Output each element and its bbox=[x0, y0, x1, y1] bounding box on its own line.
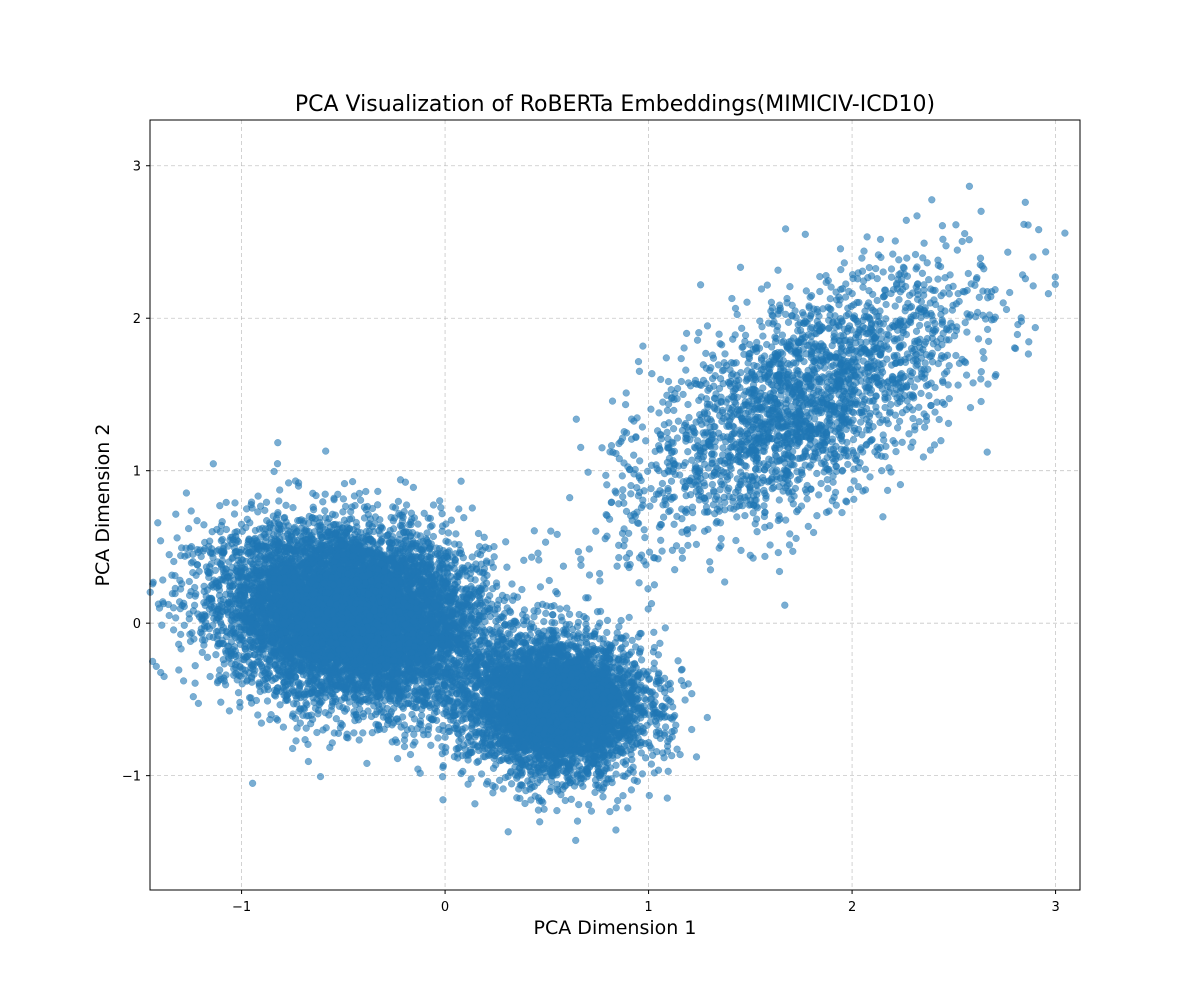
scatter-point bbox=[185, 577, 193, 586]
scatter-point bbox=[363, 502, 372, 511]
scatter-point bbox=[189, 693, 197, 701]
scatter-point bbox=[400, 736, 409, 744]
scatter-point bbox=[363, 759, 371, 768]
scatter-point bbox=[275, 497, 283, 505]
scatter-point bbox=[506, 608, 515, 616]
scatter-point bbox=[482, 557, 491, 565]
scatter-point bbox=[471, 576, 479, 584]
scatter-point bbox=[282, 501, 290, 509]
scatter-point bbox=[203, 653, 212, 661]
scatter-point bbox=[231, 499, 239, 507]
scatter-point bbox=[276, 701, 284, 709]
scatter-point bbox=[359, 729, 367, 737]
scatter-point bbox=[234, 689, 243, 697]
scatter-point bbox=[222, 498, 230, 507]
scatter-point bbox=[406, 750, 415, 759]
scatter-point bbox=[321, 507, 329, 515]
scatter-point bbox=[186, 637, 195, 646]
scatter-point bbox=[480, 533, 488, 541]
scatter-point bbox=[457, 477, 465, 485]
scatter-point bbox=[215, 672, 223, 680]
scatter-point bbox=[236, 698, 244, 707]
scatter-point bbox=[172, 614, 180, 622]
scatter-point bbox=[179, 677, 188, 685]
scatter-point bbox=[394, 497, 403, 506]
scatter-point bbox=[170, 557, 178, 566]
scatter-point bbox=[276, 486, 284, 494]
scatter-point bbox=[460, 514, 468, 522]
scatter-point bbox=[191, 583, 199, 592]
scatter-point bbox=[542, 609, 550, 618]
scatter-point bbox=[444, 529, 453, 537]
scatter-point bbox=[245, 694, 254, 702]
scatter-point bbox=[177, 645, 185, 653]
scatter-point bbox=[209, 621, 217, 629]
scatter-point bbox=[208, 528, 216, 536]
scatter-point bbox=[230, 510, 239, 518]
scatter-point bbox=[339, 508, 347, 516]
scatter-point bbox=[252, 696, 261, 705]
scatter-point bbox=[154, 519, 162, 527]
scatter-point bbox=[191, 662, 199, 670]
scatter-point bbox=[434, 734, 442, 742]
scatter-point bbox=[339, 495, 348, 503]
scatter-point bbox=[248, 779, 257, 787]
scatter-point bbox=[257, 719, 266, 727]
scatter-point bbox=[198, 648, 206, 657]
scatter-point bbox=[407, 509, 416, 517]
scatter-point bbox=[194, 699, 203, 708]
scatter-point bbox=[436, 497, 444, 505]
scatter-point bbox=[216, 528, 224, 536]
scatter-point bbox=[217, 698, 225, 706]
scatter-point bbox=[489, 585, 497, 593]
scatter-point bbox=[508, 580, 516, 588]
scatter-point bbox=[437, 503, 445, 512]
scatter-point bbox=[175, 666, 183, 674]
scatter-point bbox=[186, 630, 194, 638]
scatter-point bbox=[316, 772, 325, 781]
scatter-point bbox=[374, 487, 382, 496]
scatter-point bbox=[414, 520, 422, 528]
scatter-points bbox=[146, 182, 1069, 845]
scatter-point bbox=[339, 704, 347, 712]
scatter-point bbox=[312, 491, 320, 500]
scatter-point bbox=[468, 504, 476, 512]
scatter-point bbox=[373, 501, 382, 509]
scatter-point bbox=[267, 711, 275, 719]
scatter-point bbox=[180, 621, 188, 629]
scatter-point bbox=[184, 524, 193, 533]
scatter-point bbox=[355, 736, 363, 744]
scatter-point bbox=[293, 724, 301, 732]
scatter-point bbox=[438, 527, 446, 535]
scatter-point bbox=[289, 503, 297, 512]
scatter-point bbox=[263, 697, 272, 705]
scatter-point bbox=[340, 479, 349, 488]
scatter-point bbox=[489, 563, 497, 571]
scatter-point bbox=[321, 514, 330, 522]
scatter-point bbox=[169, 626, 178, 634]
scatter-point bbox=[185, 615, 193, 623]
scatter-point bbox=[393, 754, 402, 763]
scatter-point bbox=[585, 545, 593, 553]
scatter-point bbox=[149, 578, 157, 586]
scatter-point bbox=[159, 576, 167, 584]
scatter-point bbox=[360, 514, 369, 522]
scatter-point bbox=[237, 520, 246, 528]
scatter-point bbox=[191, 679, 199, 687]
scatter-point bbox=[545, 576, 553, 585]
scatter-point bbox=[187, 507, 195, 515]
scatter-point bbox=[536, 583, 545, 591]
scatter-point bbox=[156, 537, 165, 545]
scatter-point bbox=[158, 621, 166, 629]
scatter-point bbox=[350, 729, 358, 737]
